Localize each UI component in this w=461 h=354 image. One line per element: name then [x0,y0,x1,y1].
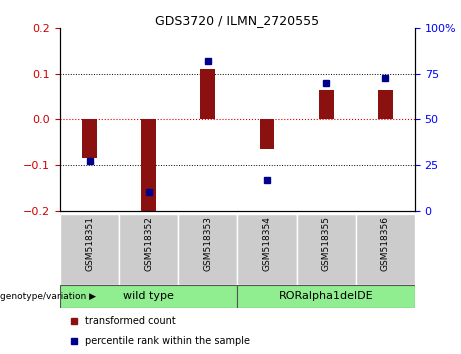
Text: GSM518352: GSM518352 [144,216,153,271]
Title: GDS3720 / ILMN_2720555: GDS3720 / ILMN_2720555 [155,14,319,27]
Text: GSM518354: GSM518354 [262,216,272,271]
Bar [237,285,415,308]
Bar [141,120,156,211]
Text: genotype/variation ▶: genotype/variation ▶ [0,292,96,301]
Bar [296,214,356,285]
Bar [82,120,97,158]
Text: GSM518351: GSM518351 [85,216,94,271]
Bar [60,214,119,285]
Bar [356,214,415,285]
Bar [378,90,393,120]
Text: GSM518356: GSM518356 [381,216,390,271]
Bar [260,120,274,149]
Text: GSM518353: GSM518353 [203,216,213,271]
Bar [201,69,215,120]
Text: percentile rank within the sample: percentile rank within the sample [85,336,250,346]
Text: wild type: wild type [123,291,174,302]
Bar [237,214,296,285]
Bar [319,90,334,120]
Text: RORalpha1delDE: RORalpha1delDE [279,291,373,302]
Bar [119,214,178,285]
Text: transformed count: transformed count [85,316,176,326]
Bar [60,285,237,308]
Text: GSM518355: GSM518355 [322,216,331,271]
Bar [178,214,237,285]
